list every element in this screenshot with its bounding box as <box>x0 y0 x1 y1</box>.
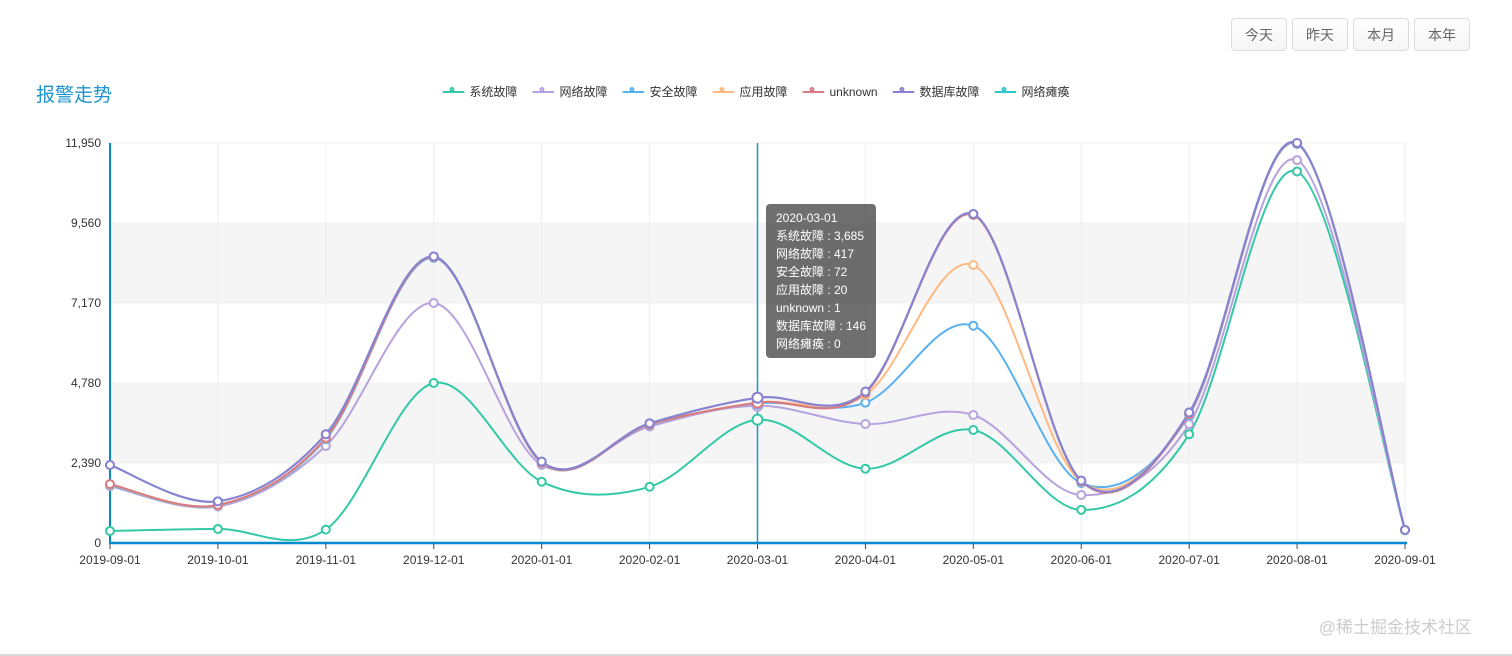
y-axis-label: 4,780 <box>71 376 101 390</box>
y-axis-label: 7,170 <box>71 296 101 310</box>
page-title: 报警走势 <box>36 85 113 106</box>
data-point[interactable] <box>1076 489 1087 500</box>
data-point[interactable] <box>212 523 223 534</box>
data-point[interactable] <box>320 429 331 440</box>
x-axis-label: 2020-02-01 <box>619 553 681 567</box>
x-axis-label: 2019-12-01 <box>403 553 465 567</box>
data-point[interactable] <box>1292 166 1303 177</box>
legend-line-marker-icon <box>532 87 555 96</box>
series-line-5[interactable] <box>109 140 1406 531</box>
data-point[interactable] <box>860 419 871 430</box>
chart-legend: 系统故障 网络故障 安全故障 应用故障 unknown 数据 <box>442 83 1070 100</box>
data-point[interactable] <box>105 525 115 536</box>
data-point[interactable] <box>1184 419 1195 430</box>
data-point[interactable] <box>212 496 223 507</box>
range-button[interactable]: 昨天 <box>1292 18 1348 51</box>
x-axis-label: 2020-03-01 <box>727 553 789 567</box>
x-axis-label: 2020-04-01 <box>835 553 897 567</box>
legend-item[interactable]: unknown <box>802 84 878 99</box>
legend-item[interactable]: 系统故障 <box>442 83 517 100</box>
data-point[interactable] <box>1184 407 1195 418</box>
x-axis-label: 2020-08-01 <box>1266 553 1328 567</box>
series-line-1[interactable] <box>109 158 1406 532</box>
legend-item-label: 应用故障 <box>739 85 788 99</box>
legend-line-marker-icon <box>442 87 465 96</box>
x-axis-label: 2020-01-01 <box>511 553 573 567</box>
legend-item-label: 网络故障 <box>559 85 608 99</box>
legend-item-label: 数据库故障 <box>919 85 980 99</box>
legend-item-label: unknown <box>829 84 878 99</box>
data-point[interactable] <box>105 479 115 490</box>
x-axis-label: 2019-10-01 <box>187 553 249 567</box>
data-point[interactable] <box>428 251 439 262</box>
y-axis-label: 0 <box>94 536 101 550</box>
legend-item[interactable]: 安全故障 <box>622 83 697 100</box>
data-point[interactable] <box>860 463 871 474</box>
data-point[interactable] <box>968 424 979 435</box>
range-button[interactable]: 本月 <box>1353 18 1409 51</box>
data-point[interactable] <box>968 410 979 420</box>
data-point[interactable] <box>968 208 979 219</box>
data-point[interactable] <box>105 460 115 471</box>
legend-line-marker-icon <box>622 87 645 96</box>
date-range-toolbar: 今天 昨天 本月 本年 <box>1231 18 1470 51</box>
data-point[interactable] <box>428 298 439 308</box>
data-point[interactable] <box>751 391 764 404</box>
data-point[interactable] <box>1292 155 1303 166</box>
legend-item[interactable]: 网络故障 <box>532 83 607 100</box>
data-point[interactable] <box>1076 504 1087 515</box>
x-axis-label: 2020-06-01 <box>1051 553 1113 567</box>
data-point[interactable] <box>320 524 331 535</box>
legend-item-label: 网络瘫痪 <box>1021 85 1070 99</box>
data-point[interactable] <box>428 378 439 388</box>
range-button[interactable]: 本年 <box>1414 18 1470 51</box>
data-point[interactable] <box>751 413 764 426</box>
data-point[interactable] <box>536 456 547 467</box>
y-axis-label: 9,560 <box>71 216 101 230</box>
data-point[interactable] <box>1292 138 1303 148</box>
x-axis-label: 2019-09-01 <box>79 553 141 567</box>
range-button[interactable]: 今天 <box>1231 18 1287 51</box>
watermark: @稀土掘金技术社区 <box>1318 618 1472 637</box>
legend-line-marker-icon <box>994 87 1017 96</box>
legend-item[interactable]: 网络瘫痪 <box>994 83 1070 100</box>
x-axis-label: 2020-07-01 <box>1158 553 1220 567</box>
x-axis-label: 2019-11-01 <box>296 553 357 567</box>
data-point[interactable] <box>1076 475 1087 486</box>
y-axis-label: 2,390 <box>71 456 101 470</box>
legend-item-label: 系统故障 <box>469 85 518 99</box>
data-point[interactable] <box>1400 524 1410 535</box>
legend-line-marker-icon <box>802 87 825 96</box>
y-axis-label: 11,950 <box>65 136 101 150</box>
data-point[interactable] <box>644 481 655 492</box>
legend-line-marker-icon <box>712 87 735 96</box>
data-point[interactable] <box>968 320 979 331</box>
legend-item-label: 安全故障 <box>649 85 698 99</box>
legend-item[interactable]: 数据库故障 <box>892 83 980 100</box>
legend-item[interactable]: 应用故障 <box>712 83 787 100</box>
x-axis-label: 2020-09-01 <box>1374 553 1436 567</box>
series-line-0[interactable] <box>109 169 1406 542</box>
data-point[interactable] <box>1184 429 1195 440</box>
data-point[interactable] <box>644 418 655 429</box>
data-point[interactable] <box>968 260 979 271</box>
legend-line-marker-icon <box>892 87 915 96</box>
x-axis-label: 2020-05-01 <box>943 553 1005 567</box>
data-point[interactable] <box>860 386 871 397</box>
data-point[interactable] <box>536 476 547 487</box>
